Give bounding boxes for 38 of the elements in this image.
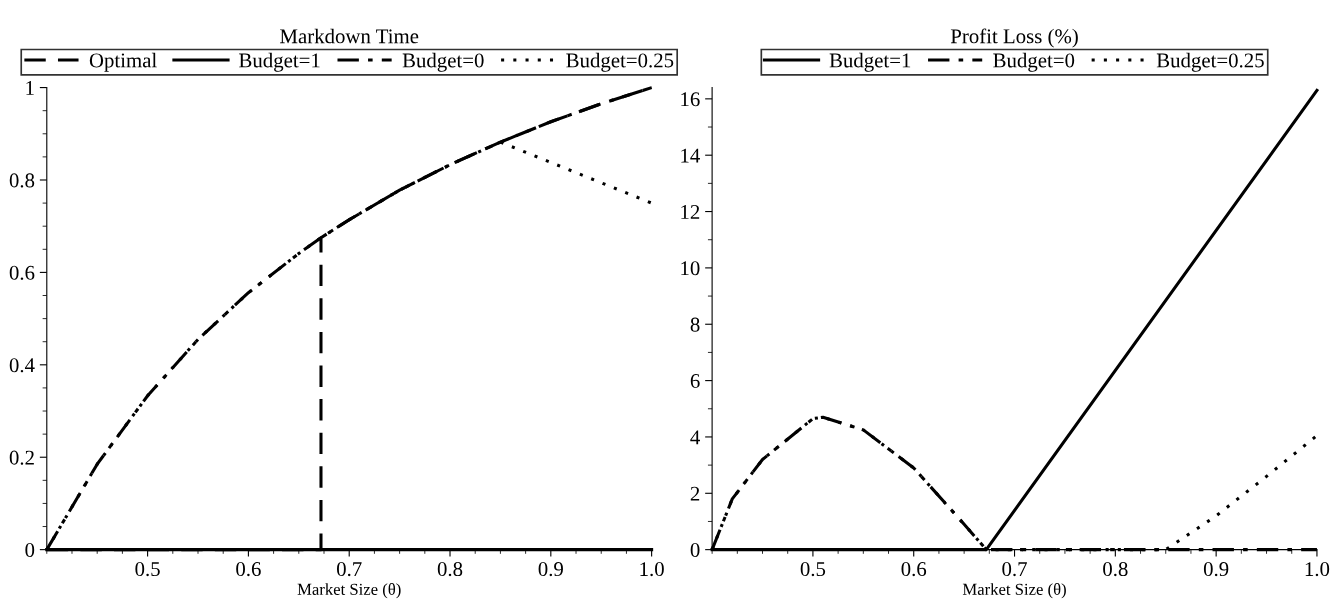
y-tick-label: 2	[690, 486, 700, 501]
x-tick-label: 0.7	[336, 562, 362, 577]
legend-label: Budget=0.25	[566, 52, 674, 72]
y-tick-label: 0	[690, 543, 700, 558]
legend-label: Budget=0	[402, 52, 484, 72]
x-tick-label: 0.9	[538, 562, 563, 577]
y-tick-label: 14	[681, 148, 700, 163]
y-tick-label: 4	[690, 430, 700, 445]
x-tick-label: 0.7	[1002, 562, 1027, 577]
legend-label: Budget=0.25	[1156, 52, 1264, 72]
y-tick-label: 0.2	[9, 450, 34, 465]
legend-label: Budget=1	[829, 52, 911, 72]
x-tick-label: 1.0	[1305, 562, 1330, 577]
x-tick-label: 0.8	[1103, 562, 1128, 577]
chart-title: Markdown Time	[280, 28, 419, 44]
y-tick-label: 0.4	[9, 358, 35, 373]
y-tick-label: 8	[690, 317, 700, 332]
x-tick-label: 0.5	[135, 562, 160, 577]
x-tick-label: 1.0	[640, 562, 664, 577]
x-tick-label: 0.6	[901, 562, 927, 577]
x-tick-label: 0.5	[800, 562, 826, 577]
y-tick-label: 6	[690, 374, 700, 389]
legend-label: Budget=1	[239, 52, 320, 72]
y-tick-label: 12	[681, 204, 700, 219]
y-tick-label: 1	[26, 81, 34, 95]
chart-title: Profit Loss (%)	[950, 28, 1078, 48]
y-tick-label: 0.6	[9, 265, 35, 280]
x-tick-label: 0.6	[236, 562, 261, 577]
y-tick-label: 0.8	[9, 173, 35, 188]
x-axis-title: Market Size (θ)	[962, 583, 1066, 599]
y-tick-label: 0	[25, 543, 35, 558]
x-tick-label: 0.9	[1203, 562, 1229, 577]
legend-label: Budget=0	[993, 52, 1075, 72]
legend-label: Optimal	[89, 52, 157, 72]
x-axis-title: Market Size (θ)	[297, 583, 401, 599]
y-tick-label: 16	[681, 92, 700, 107]
y-tick-label: 10	[681, 261, 700, 276]
x-tick-label: 0.8	[437, 562, 463, 577]
